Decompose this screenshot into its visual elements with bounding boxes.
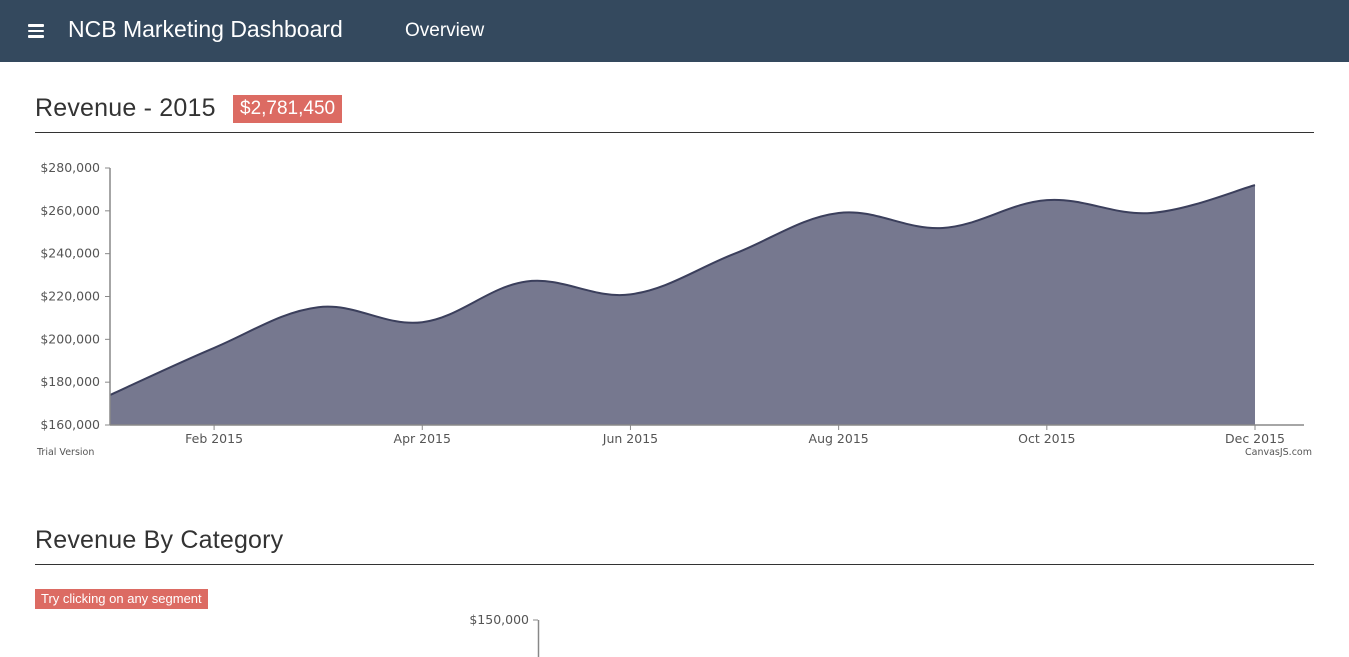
chart-credit-link[interactable]: CanvasJS.com <box>1245 447 1312 458</box>
revenue-x-tick-label: Apr 2015 <box>394 431 451 446</box>
revenue-y-tick-label: $200,000 <box>40 331 100 346</box>
category-section-title: Revenue By Category <box>35 526 284 554</box>
revenue-data-point[interactable] <box>520 276 532 288</box>
brand-title[interactable]: NCB Marketing Dashboard <box>68 16 343 42</box>
revenue-series-line[interactable] <box>109 184 1256 396</box>
revenue-data-point[interactable] <box>1145 207 1157 219</box>
chart-trial-watermark: Trial Version <box>36 447 94 458</box>
revenue-y-tick-label: $220,000 <box>40 289 100 304</box>
revenue-data-point[interactable] <box>833 207 845 219</box>
revenue-y-tick-label: $260,000 <box>40 203 100 218</box>
revenue-y-tick-label: $180,000 <box>40 374 100 389</box>
segment-hint-badge: Try clicking on any segment <box>35 589 208 609</box>
revenue-data-point[interactable] <box>624 288 636 300</box>
category-section-divider <box>35 564 1314 565</box>
revenue-x-tick-label: Feb 2015 <box>185 431 243 446</box>
revenue-section-divider <box>35 132 1314 133</box>
revenue-by-category-chart[interactable]: $150,000 <box>0 605 1349 657</box>
hamburger-menu-icon[interactable] <box>28 24 44 38</box>
top-navbar: NCB Marketing Dashboard Overview <box>0 0 1349 62</box>
revenue-x-tick-label: Oct 2015 <box>1018 431 1075 446</box>
revenue-x-tick-label: Dec 2015 <box>1225 431 1285 446</box>
revenue-data-point[interactable] <box>1249 179 1261 191</box>
revenue-data-point[interactable] <box>416 316 428 328</box>
revenue-data-point[interactable] <box>312 301 324 313</box>
revenue-section-title: Revenue - 2015 <box>35 94 216 122</box>
revenue-total-badge: $2,781,450 <box>233 95 343 123</box>
nav-link-overview[interactable]: Overview <box>405 20 485 41</box>
revenue-y-tick-label: $240,000 <box>40 246 100 261</box>
revenue-x-tick-label: Jun 2015 <box>602 431 658 446</box>
revenue-x-tick-label: Aug 2015 <box>809 431 869 446</box>
revenue-area-fill[interactable] <box>110 185 1255 425</box>
revenue-data-point[interactable] <box>729 248 741 260</box>
revenue-data-point[interactable] <box>208 342 220 354</box>
revenue-y-tick-label: $160,000 <box>40 417 100 432</box>
revenue-data-point[interactable] <box>937 222 949 234</box>
category-y-tick-label: $150,000 <box>469 612 529 627</box>
revenue-y-tick-label: $280,000 <box>40 160 100 175</box>
revenue-area-chart[interactable]: $160,000 $180,000 $200,000 $220,000 $240,000… <box>0 150 1349 470</box>
revenue-data-point[interactable] <box>1041 194 1053 206</box>
